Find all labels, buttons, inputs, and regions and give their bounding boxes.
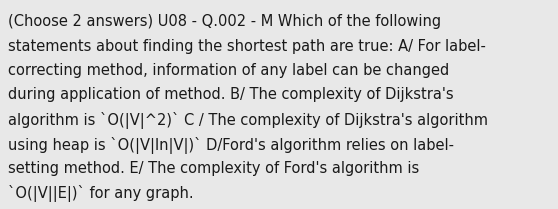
Text: setting method. E/ The complexity of Ford's algorithm is: setting method. E/ The complexity of For… (8, 161, 419, 176)
Text: correcting method, information of any label can be changed: correcting method, information of any la… (8, 63, 449, 78)
Text: statements about finding the shortest path are true: A/ For label-: statements about finding the shortest pa… (8, 38, 486, 54)
Text: (Choose 2 answers) U08 - Q.002 - M Which of the following: (Choose 2 answers) U08 - Q.002 - M Which… (8, 14, 441, 29)
Text: `O(|V||E|)` for any graph.: `O(|V||E|)` for any graph. (8, 186, 194, 203)
Text: during application of method. B/ The complexity of Dijkstra's: during application of method. B/ The com… (8, 88, 454, 102)
Text: using heap is `O(|V|ln|V|)` D/Ford's algorithm relies on label-: using heap is `O(|V|ln|V|)` D/Ford's alg… (8, 136, 454, 153)
Text: algorithm is `O(|V|^2)` C / The complexity of Dijkstra's algorithm: algorithm is `O(|V|^2)` C / The complexi… (8, 112, 488, 129)
